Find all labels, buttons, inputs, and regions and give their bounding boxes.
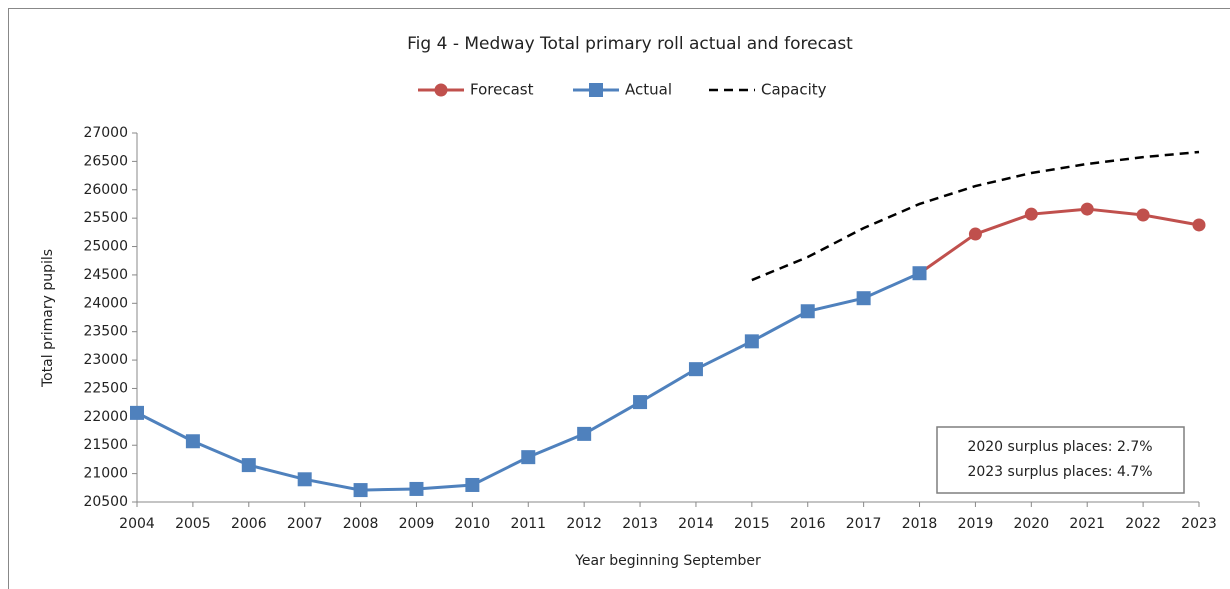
x-tick-label: 2013 <box>622 516 658 532</box>
point <box>130 405 144 420</box>
y-tick-label: 24500 <box>83 267 128 283</box>
x-tick-label: 2016 <box>790 516 826 532</box>
y-tick-label: 26000 <box>83 182 128 198</box>
point <box>521 450 536 465</box>
x-tick-label: 2010 <box>455 516 491 532</box>
annotation-box <box>936 426 1185 494</box>
y-tick-label: 23500 <box>83 324 128 340</box>
x-axis-title: Year beginning September <box>574 553 761 569</box>
series-line <box>751 150 1200 282</box>
y-tick-label: 23000 <box>83 352 128 368</box>
x-tick-label: 2011 <box>510 516 546 532</box>
x-tick-label: 2012 <box>566 516 602 532</box>
y-tick-label: 22500 <box>83 380 128 396</box>
x-tick-label: 2005 <box>175 516 211 532</box>
y-tick-label: 26500 <box>83 153 128 169</box>
legend-marker <box>589 83 603 97</box>
point <box>744 334 759 349</box>
point <box>353 483 368 498</box>
point <box>1024 207 1038 221</box>
legend-label: Forecast <box>470 81 534 99</box>
annotation: 2020 surplus places: 2.7% <box>967 439 1152 455</box>
x-tick-label: 2019 <box>958 516 994 532</box>
y-tick-label: 22000 <box>83 409 128 425</box>
x-tick-label: 2004 <box>119 516 155 532</box>
point <box>241 458 256 473</box>
point <box>297 472 312 487</box>
legend-label: Actual <box>625 81 672 99</box>
point <box>633 395 648 410</box>
point <box>968 227 982 241</box>
x-tick-label: 2021 <box>1069 516 1105 532</box>
x-tick-label: 2009 <box>399 516 435 532</box>
point <box>185 434 200 449</box>
x-tick-label: 2008 <box>343 516 379 532</box>
x-tick-label: 2014 <box>678 516 714 532</box>
y-tick-label: 25500 <box>83 210 128 226</box>
y-tick-label: 27000 <box>83 125 128 141</box>
series-line <box>918 207 1200 275</box>
x-tick-label: 2006 <box>231 516 267 532</box>
y-tick-label: 21000 <box>83 466 128 482</box>
point <box>465 477 480 492</box>
chart-title: Fig 4 - Medway Total primary roll actual… <box>407 34 853 54</box>
y-axis-title: Total primary pupils <box>40 249 56 388</box>
x-tick-label: 2017 <box>846 516 882 532</box>
point <box>577 426 592 441</box>
y-tick-label: 24000 <box>83 295 128 311</box>
legend-label: Capacity <box>761 81 827 99</box>
x-tick-label: 2007 <box>287 516 323 532</box>
x-tick-label: 2023 <box>1181 516 1217 532</box>
point <box>912 266 927 281</box>
point <box>409 481 424 496</box>
annotation: 2023 surplus places: 4.7% <box>967 464 1152 480</box>
point <box>688 362 703 377</box>
x-tick-label: 2022 <box>1125 516 1161 532</box>
point <box>1080 202 1094 216</box>
x-tick-label: 2018 <box>902 516 938 532</box>
point <box>1192 218 1206 232</box>
chart-frame <box>8 8 1230 589</box>
y-tick-label: 25000 <box>83 239 128 255</box>
point <box>1136 208 1150 222</box>
point <box>856 291 871 306</box>
point <box>800 304 815 319</box>
y-tick-label: 20500 <box>83 494 128 510</box>
legend-marker <box>434 83 448 97</box>
x-tick-label: 2020 <box>1013 516 1049 532</box>
y-tick-label: 21500 <box>83 437 128 453</box>
x-tick-label: 2015 <box>734 516 770 532</box>
